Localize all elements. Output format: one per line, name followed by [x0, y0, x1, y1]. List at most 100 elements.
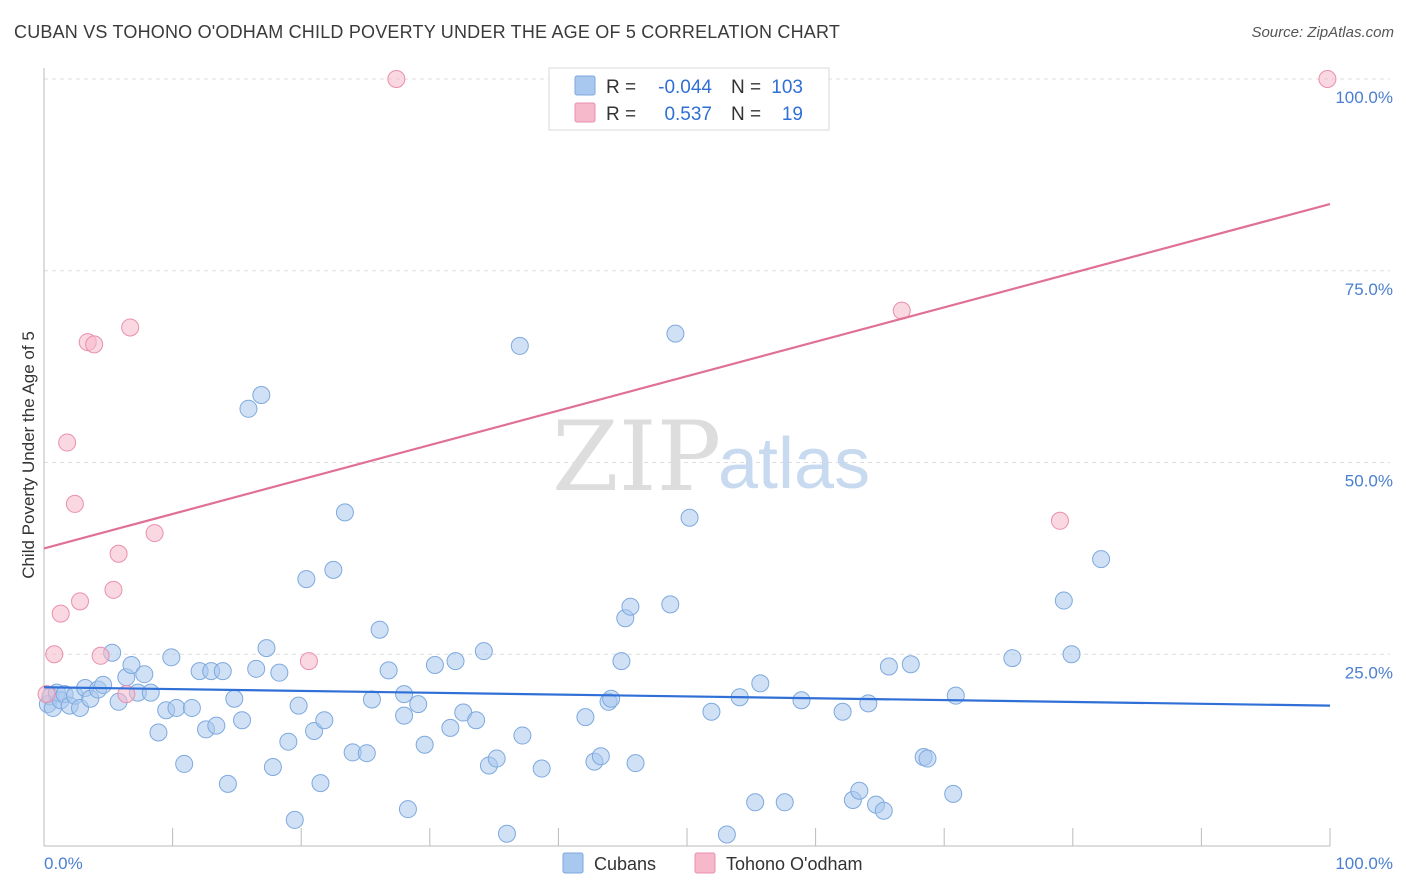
- data-point: [182, 698, 201, 717]
- data-point: [751, 674, 770, 693]
- bottom-legend-label-tohono: Tohono O'odham: [726, 854, 863, 874]
- data-point: [661, 595, 680, 614]
- data-point: [415, 735, 434, 754]
- data-point: [297, 570, 316, 589]
- data-point: [441, 718, 460, 737]
- data-point: [167, 698, 186, 717]
- data-point: [513, 726, 532, 745]
- legend-r-label-2: R =: [606, 104, 636, 125]
- data-point: [370, 620, 389, 639]
- data-point: [395, 685, 414, 704]
- data-point: [252, 386, 271, 405]
- data-point: [680, 508, 699, 527]
- data-point: [324, 560, 343, 579]
- stats-legend-box: [548, 67, 830, 131]
- x-tick-label-max: 100.0%: [1335, 854, 1393, 873]
- y-axis-title: Child Poverty Under the Age of 5: [19, 331, 38, 579]
- data-point: [94, 675, 113, 694]
- legend-n-label-1: N =: [731, 77, 761, 98]
- data-point: [122, 655, 141, 674]
- data-point: [58, 433, 77, 452]
- data-point: [425, 655, 444, 674]
- data-point: [45, 645, 64, 664]
- data-point: [497, 824, 516, 843]
- data-point: [175, 754, 194, 773]
- data-point: [487, 749, 506, 768]
- data-point: [145, 524, 164, 543]
- data-point: [104, 580, 123, 599]
- data-point: [532, 759, 551, 778]
- data-point: [944, 784, 963, 803]
- data-point: [446, 652, 465, 671]
- data-point: [859, 694, 878, 713]
- data-point: [379, 661, 398, 680]
- data-point: [71, 592, 90, 611]
- data-point: [626, 754, 645, 773]
- trend-line-cubans: [43, 686, 1331, 707]
- data-point: [1062, 645, 1081, 664]
- data-point: [387, 70, 406, 88]
- data-point: [225, 689, 244, 708]
- data-point: [1054, 591, 1073, 610]
- data-point: [362, 690, 381, 709]
- data-point: [1092, 550, 1111, 569]
- data-point: [775, 793, 794, 812]
- legend-n-label-2: N =: [731, 104, 761, 125]
- bottom-legend-swatch-cubans: [562, 852, 584, 874]
- data-point: [467, 711, 486, 730]
- legend-n-value-1: 103: [771, 77, 803, 98]
- data-point: [218, 774, 237, 793]
- data-point: [474, 642, 493, 661]
- data-point: [233, 711, 252, 730]
- data-point: [315, 711, 334, 730]
- bottom-legend-swatch-tohono: [694, 852, 716, 874]
- legend-swatch-cubans: [574, 75, 596, 96]
- data-point: [109, 544, 128, 563]
- gridlines: [44, 78, 1390, 655]
- y-tick-labels: 100.0% 75.0% 50.0% 25.0%: [1335, 88, 1393, 682]
- data-point: [51, 604, 70, 623]
- data-point: [121, 318, 140, 337]
- data-point: [398, 800, 417, 819]
- data-point: [850, 781, 869, 800]
- source-note: Source: ZipAtlas.com: [1251, 24, 1394, 41]
- x-tick-label-min: 0.0%: [44, 854, 83, 873]
- watermark-atlas: atlas: [718, 424, 870, 504]
- data-point: [247, 659, 266, 678]
- data-point: [833, 702, 852, 721]
- data-point: [666, 324, 685, 343]
- data-point: [117, 685, 136, 704]
- data-point: [357, 744, 376, 763]
- data-point: [91, 646, 110, 665]
- data-point: [602, 689, 621, 708]
- y-tick-label: 25.0%: [1345, 663, 1393, 682]
- data-point: [702, 702, 721, 721]
- data-point: [612, 652, 631, 671]
- data-point: [135, 665, 154, 684]
- data-point: [1318, 70, 1337, 88]
- data-point: [409, 695, 428, 714]
- data-point: [213, 662, 232, 681]
- data-point: [918, 749, 937, 768]
- series-tohono: [37, 70, 1337, 704]
- data-point: [239, 399, 258, 418]
- data-point: [85, 335, 104, 354]
- data-point: [1003, 649, 1022, 668]
- watermark-zip: ZIP: [552, 401, 721, 513]
- data-point: [1050, 511, 1069, 530]
- data-point: [207, 716, 226, 735]
- series-legend: Cubans Tohono O'odham: [562, 852, 863, 874]
- stats-legend: R = -0.044 N = 103 R = 0.537 N = 19: [548, 67, 830, 131]
- data-point: [270, 663, 289, 682]
- data-point: [879, 657, 898, 676]
- data-point: [395, 706, 414, 725]
- watermark: ZIP atlas: [552, 401, 870, 513]
- data-point: [792, 691, 811, 710]
- data-point: [141, 683, 160, 702]
- bottom-legend-label-cubans: Cubans: [594, 854, 656, 874]
- data-point: [279, 732, 298, 751]
- data-point: [946, 686, 965, 705]
- trend-line-tohono: [43, 202, 1331, 550]
- data-point: [621, 597, 640, 616]
